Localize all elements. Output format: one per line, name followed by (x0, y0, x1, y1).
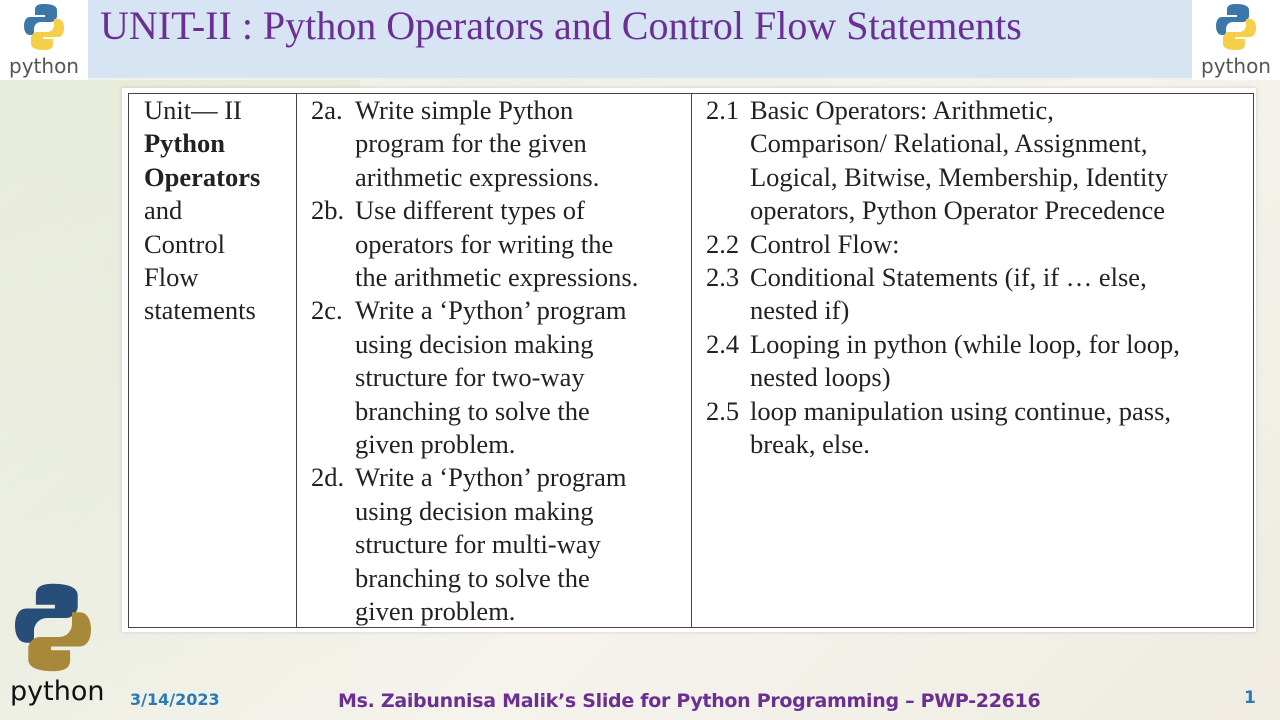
topic-item: 2.2 Control Flow: (706, 228, 1253, 261)
outcome-item-line: using decision making (355, 328, 594, 359)
outcome-item-line: given problem. (355, 429, 516, 460)
python-logo-footer: python (8, 580, 108, 720)
outcome-item-line: given problem. (355, 596, 516, 627)
topic-item-text: Basic Operators: Arithmetic, Comparison/ … (750, 94, 1168, 228)
python-logo-text: python (10, 676, 105, 707)
outcome-item-line: using decision making (355, 495, 594, 526)
topic-item-line: operators, Python Operator Precedence (750, 195, 1166, 226)
outcome-item: 2a. Write simple Python program for the gi… (311, 94, 691, 194)
slide-credit: Ms. Zaibunnisa Malik’s Slide for Python … (338, 690, 1041, 712)
topic-item-number: 2.4 (706, 328, 740, 359)
topic-item-text: loop manipulation using continue, pass, b… (750, 395, 1171, 462)
outcome-item-text: Write a ‘Python’ program using decision m… (355, 294, 626, 461)
topic-item: 2.3 Conditional Statements (if, if … else… (706, 261, 1253, 328)
unit-line: Unit— II (144, 95, 242, 125)
outcome-item-line: branching to solve the (355, 562, 590, 593)
python-logo-text: python (1201, 54, 1271, 78)
outcome-item-number: 2b. (311, 195, 345, 226)
slide-number: 1 (1244, 688, 1256, 708)
topic-item-line: Comparison/ Relational, Assignment, (750, 128, 1148, 159)
topic-item-number: 2.1 (706, 95, 740, 125)
topic-item-text: Control Flow: (750, 228, 899, 261)
topics-column: 2.1 Basic Operators: Arithmetic, Compariso… (692, 94, 1253, 627)
unit-line: Flow (144, 262, 199, 293)
syllabus-table: Unit— II Python Operators and Control Flow sta… (122, 88, 1256, 632)
outcome-item-line: Write simple Python (355, 95, 574, 125)
outcome-item-line: Use different types of (355, 195, 585, 226)
outcome-item-line: Write a ‘Python’ program (355, 462, 627, 493)
slide-title: UNIT-II : Python Operators and Control F… (100, 3, 1022, 48)
outcome-item: 2b. Use different types of operators for w… (311, 194, 691, 294)
topic-item-line: Conditional Statements (if, if … else, (750, 262, 1147, 293)
outcome-item-number: 2d. (311, 462, 345, 493)
outcome-item-line: arithmetic expressions. (355, 161, 600, 192)
slide-date: 3/14/2023 (130, 690, 220, 709)
outcome-item: 2c. Write a ‘Python’ program using decisio… (311, 294, 691, 461)
topic-item-line: Looping in python (while loop, for loop, (750, 328, 1180, 359)
outcome-item-line: the arithmetic expressions. (355, 262, 639, 293)
topic-item-line: nested loops) (750, 362, 891, 393)
topic-item: 2.5 loop manipulation using continue, pas… (706, 395, 1253, 462)
outcome-item-line: branching to solve the (355, 395, 590, 426)
topic-item-number: 2.5 (706, 395, 740, 426)
topic-item: 2.1 Basic Operators: Arithmetic, Compariso… (706, 94, 1253, 228)
unit-line: Python (144, 128, 225, 159)
outcome-item-text: Write a ‘Python’ program using decision m… (355, 461, 626, 628)
outcome-item-line: Write a ‘Python’ program (355, 295, 627, 326)
topic-item-text: Conditional Statements (if, if … else, ne… (750, 261, 1147, 328)
outcome-item-line: structure for two-way (355, 362, 585, 393)
topic-item-text: Looping in python (while loop, for loop,… (750, 328, 1180, 395)
topic-item-line: break, else. (750, 429, 870, 460)
outcomes-column: 2a. Write simple Python program for the gi… (297, 94, 692, 627)
python-logo-right: python (1192, 0, 1280, 80)
python-logo-left: python (0, 0, 88, 80)
unit-line: statements (144, 295, 256, 326)
topic-item-number: 2.3 (706, 262, 740, 293)
unit-line: Operators (144, 161, 261, 192)
topic-item-line: Logical, Bitwise, Membership, Identity (750, 161, 1169, 192)
python-icon (24, 4, 64, 50)
outcome-item-text: Write simple Python program for the given… (355, 94, 599, 194)
outcome-item-number: 2a. (311, 95, 343, 125)
outcome-item-line: program for the given (355, 128, 587, 159)
unit-line: Control (144, 228, 225, 259)
outcome-item: 2d. Write a ‘Python’ program using decisio… (311, 461, 691, 628)
topic-item-line: nested if) (750, 295, 850, 326)
topic-item-line: Control Flow: (750, 228, 900, 259)
outcome-item-number: 2c. (311, 295, 343, 326)
topic-item-line: Basic Operators: Arithmetic, (750, 95, 1054, 125)
title-band: UNIT-II : Python Operators and Control F… (88, 0, 1192, 78)
unit-column: Unit— II Python Operators and Control Flow sta… (128, 94, 297, 627)
outcome-item-line: operators for writing the (355, 228, 614, 259)
topic-item-line: loop manipulation using continue, pass, (750, 395, 1172, 426)
python-icon (1216, 4, 1256, 50)
unit-line: and (144, 195, 183, 226)
topic-item-number: 2.2 (706, 228, 740, 259)
python-logo-text: python (9, 54, 79, 78)
topic-item: 2.4 Looping in python (while loop, for lo… (706, 328, 1253, 395)
python-icon (15, 583, 91, 672)
outcome-item-text: Use different types of operators for writ… (355, 194, 638, 294)
outcome-item-line: structure for multi-way (355, 529, 601, 560)
